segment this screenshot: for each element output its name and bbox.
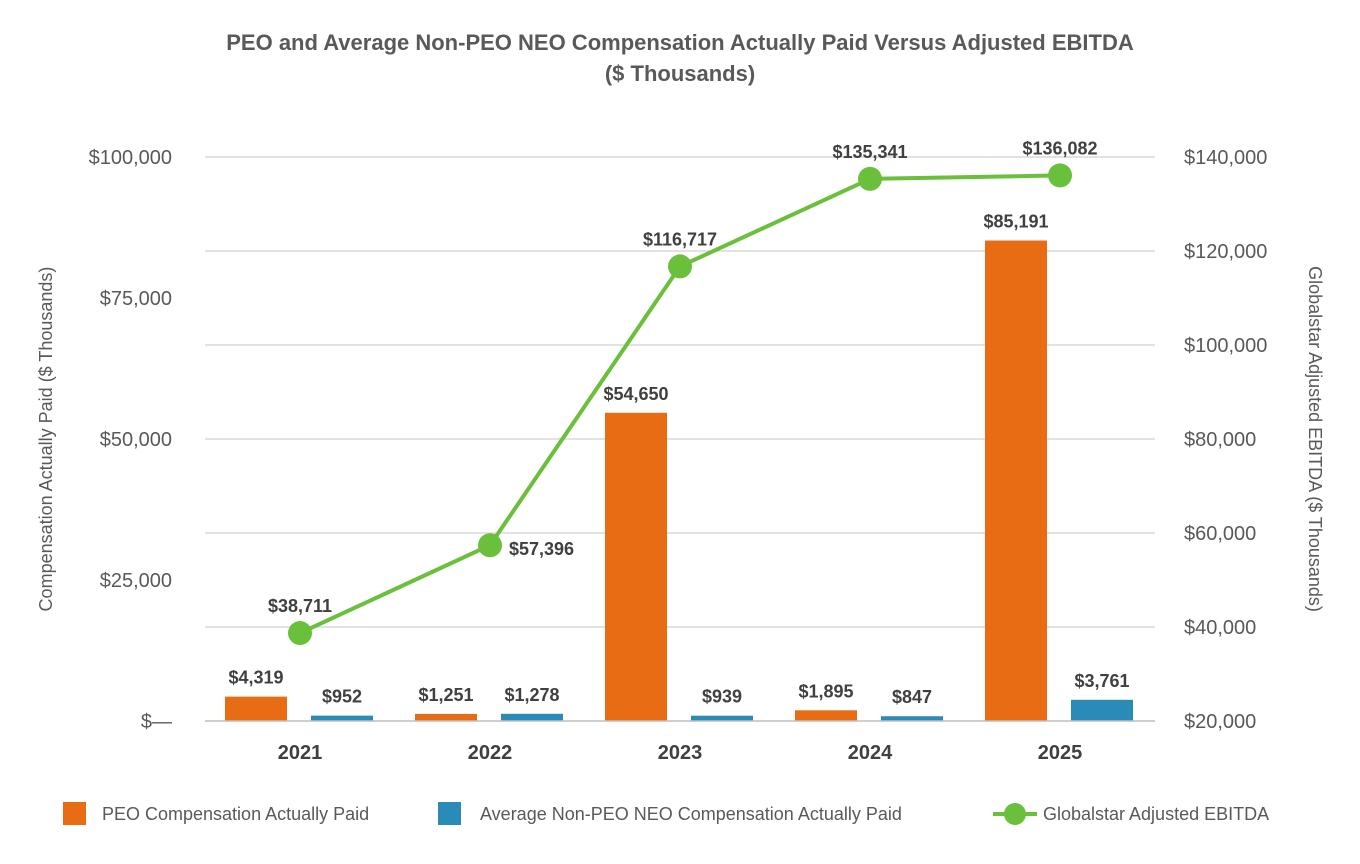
left-tick-label: $75,000	[100, 288, 172, 310]
label-peo-2022: $1,251	[418, 685, 473, 705]
chart-title: PEO and Average Non-PEO NEO Compensation…	[226, 30, 1134, 55]
category-label-2022: 2022	[468, 742, 513, 764]
legend-swatch-peo	[63, 802, 86, 825]
right-tick-label: $40,000	[1184, 617, 1256, 639]
data-labels: $4,319 $952 $1,251 $1,278 $54,650 $939 $1,895 $…	[228, 138, 1129, 707]
label-neo-2021: $952	[322, 687, 362, 707]
right-tick-label: $140,000	[1184, 147, 1267, 169]
left-axis-ticks: $— $25,000 $50,000 $75,000 $100,000	[89, 147, 172, 733]
category-label-2023: 2023	[658, 742, 703, 764]
label-neo-2022: $1,278	[504, 685, 559, 705]
ebitda-point-2025	[1048, 163, 1072, 188]
bar-neo-2021	[311, 715, 373, 721]
category-label-2024: 2024	[848, 742, 893, 764]
ebitda-point-2021	[288, 621, 312, 646]
left-axis-title: Compensation Actually Paid ($ Thousands)	[36, 267, 56, 612]
label-neo-2024: $847	[892, 687, 932, 707]
left-tick-label: $100,000	[89, 147, 172, 169]
legend-swatch-ebitda-marker	[1004, 803, 1026, 825]
right-tick-label: $20,000	[1184, 711, 1256, 733]
right-tick-label: $60,000	[1184, 523, 1256, 545]
category-label-2021: 2021	[278, 742, 323, 764]
category-label-2025: 2025	[1038, 742, 1083, 764]
bar-peo-2022	[415, 713, 477, 721]
label-peo-2023: $54,650	[603, 384, 668, 404]
label-ebitda-2021: $38,711	[268, 596, 332, 616]
label-neo-2023: $939	[702, 687, 742, 707]
bar-neo-2022	[501, 713, 563, 721]
label-peo-2024: $1,895	[798, 681, 853, 701]
bar-neo-2025	[1071, 699, 1133, 721]
right-axis-ticks: $20,000 $40,000 $60,000 $80,000 $100,000 $120…	[1184, 147, 1267, 733]
category-labels: 2021 2022 2023 2024 2025	[278, 742, 1083, 764]
left-tick-label: $50,000	[100, 429, 172, 451]
left-tick-label: $25,000	[100, 570, 172, 592]
legend: PEO Compensation Actually Paid Average N…	[63, 802, 1269, 825]
label-neo-2025: $3,761	[1074, 671, 1129, 691]
ebitda-point-2024	[858, 166, 882, 191]
label-ebitda-2025: $136,082	[1022, 138, 1097, 158]
bar-peo-2021	[225, 696, 287, 721]
legend-label-peo: PEO Compensation Actually Paid	[102, 804, 369, 824]
label-peo-2021: $4,319	[228, 668, 283, 688]
bar-peo-2023	[605, 412, 667, 721]
label-ebitda-2022: $57,396	[509, 539, 574, 559]
bar-neo-2024	[881, 716, 943, 721]
bar-peo-2025	[985, 240, 1047, 721]
ebitda-line	[288, 163, 1072, 646]
bar-neo-2023	[691, 715, 753, 721]
left-tick-label: $—	[141, 711, 172, 733]
legend-label-neo: Average Non-PEO NEO Compensation Actuall…	[480, 804, 902, 824]
label-ebitda-2024: $135,341	[832, 142, 907, 162]
bars	[225, 240, 1133, 721]
right-tick-label: $120,000	[1184, 241, 1267, 263]
label-peo-2025: $85,191	[983, 212, 1048, 232]
chart-subtitle: ($ Thousands)	[605, 61, 755, 86]
ebitda-point-2022	[478, 533, 502, 558]
legend-label-ebitda: Globalstar Adjusted EBITDA	[1043, 804, 1269, 824]
label-ebitda-2023: $116,717	[643, 229, 717, 249]
ebitda-point-2023	[668, 254, 692, 279]
right-axis-title: Globalstar Adjusted EBITDA ($ Thousands)	[1305, 266, 1325, 612]
right-tick-label: $80,000	[1184, 429, 1256, 451]
right-tick-label: $100,000	[1184, 335, 1267, 357]
legend-swatch-neo	[438, 802, 461, 825]
bar-peo-2024	[795, 710, 857, 721]
